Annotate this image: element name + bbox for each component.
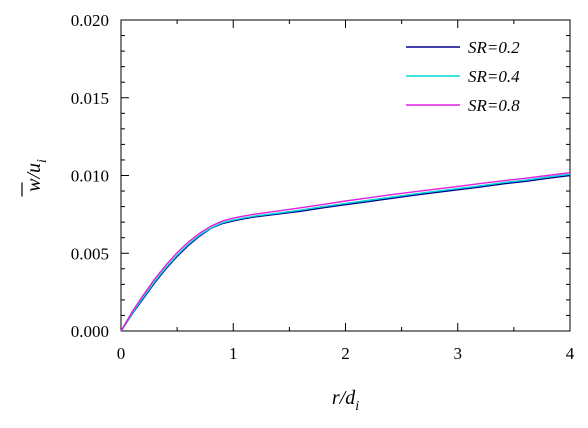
legend-label: SR=0.2 [468, 38, 520, 57]
x-tick-label: 1 [229, 344, 238, 363]
y-tick-label: 0.015 [71, 89, 109, 108]
x-tick-label: 4 [566, 344, 575, 363]
plot-area [120, 172, 571, 332]
legend-label: SR=0.4 [468, 67, 520, 86]
legend: SR=0.2 SR=0.4 SR=0.8 [406, 38, 520, 115]
y-axis-title-text: w/ui [23, 159, 50, 192]
x-axis-title-subscript: i [355, 399, 359, 414]
legend-label: SR=0.8 [468, 96, 520, 115]
x-tick-label: 3 [454, 344, 463, 363]
axes: 0 1 2 3 4 0.000 0.005 0.010 0.015 0.020 [71, 11, 575, 363]
series-line-0 [120, 174, 571, 332]
series-line-2 [120, 172, 571, 332]
axis-titles: r/di w/ui [21, 159, 359, 414]
series-line-1 [120, 173, 571, 332]
y-tick-label: 0.020 [71, 11, 109, 30]
y-axis-title: w/ui [21, 159, 50, 197]
y-tick-label: 0.000 [71, 322, 109, 341]
x-axis-title-main: r/d [332, 387, 356, 409]
x-tick-label: 0 [117, 344, 126, 363]
y-axis-title-subscript: i [35, 159, 50, 163]
y-tick-label: 0.010 [71, 167, 109, 186]
y-axis-title-main: w/u [23, 163, 45, 192]
x-tick-label: 2 [341, 344, 350, 363]
y-tick-label: 0.005 [71, 244, 109, 263]
x-axis-title: r/di [332, 387, 359, 414]
